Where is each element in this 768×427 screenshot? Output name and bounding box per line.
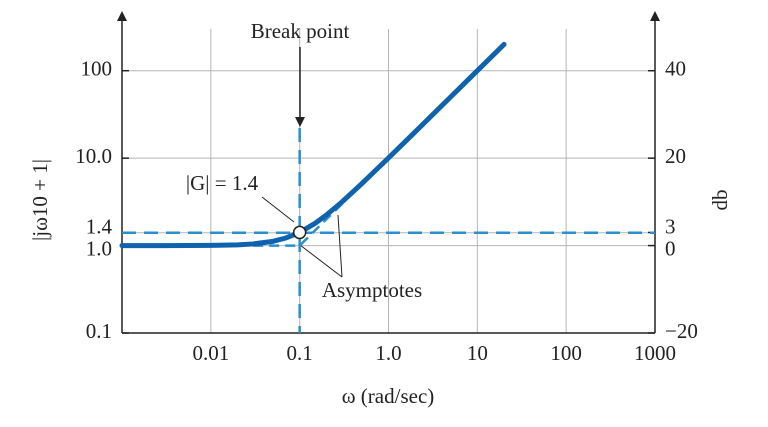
y-tick-label: 100 — [81, 57, 113, 81]
y-axis-label: |jω10 + 1| — [28, 159, 52, 241]
y-tick-label: 10.0 — [75, 144, 112, 168]
x-tick-label: 1000 — [634, 341, 676, 365]
curve — [119, 41, 507, 249]
x-tick-label: 10 — [467, 341, 488, 365]
y-tick-label: 0.1 — [86, 319, 112, 343]
y2-tick-label: 0 — [665, 236, 676, 260]
annotation: Break point — [251, 19, 350, 43]
y2-tick-label: 40 — [665, 57, 686, 81]
y2-tick-label: −20 — [665, 319, 698, 343]
y-tick-label: 1.4 — [86, 215, 113, 239]
annotation-leader — [261, 196, 295, 223]
break-point-marker — [292, 225, 307, 240]
x-tick-label: 1.0 — [375, 341, 401, 365]
x-tick-label: 100 — [550, 341, 582, 365]
x-axis-label: ω (rad/sec) — [342, 384, 435, 408]
annotation-leader — [337, 214, 343, 278]
asymptote-line — [253, 202, 343, 247]
y2-tick-label: 20 — [665, 144, 686, 168]
annotation: |G| = 1.4 — [186, 171, 259, 195]
x-tick-label: 0.1 — [287, 341, 313, 365]
x-tick-label: 0.01 — [192, 341, 229, 365]
asymptotes-label: Asymptotes — [322, 278, 422, 302]
annotation-leader — [299, 244, 343, 278]
y2-tick-label: 3 — [665, 214, 676, 238]
y-tick-label: 1.0 — [86, 236, 112, 260]
y2-axis-label: db — [708, 190, 732, 211]
